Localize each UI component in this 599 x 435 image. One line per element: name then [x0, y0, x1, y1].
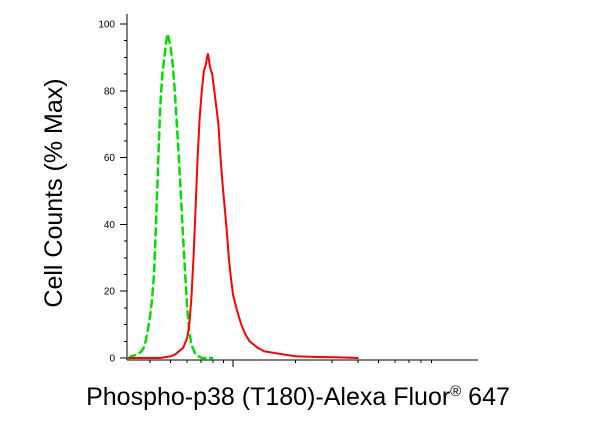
- y-axis-title: Cell Counts (% Max): [40, 78, 68, 307]
- y-tick-label: 40: [104, 220, 116, 231]
- red-histogram: [128, 53, 359, 359]
- y-tick-label: 0: [109, 354, 115, 365]
- x-axis-title-superscript: ®: [450, 383, 461, 400]
- x-axis-title-suffix: 647: [461, 383, 510, 411]
- y-tick-label: 100: [98, 20, 115, 31]
- y-tick-label: 20: [104, 287, 116, 298]
- axes: 0 20 40 60 80 100: [98, 14, 478, 367]
- series-layer: [127, 32, 359, 360]
- x-axis-title: Phospho-p38 (T180)-Alexa Fluor® 647: [86, 383, 510, 411]
- y-tick-label: 80: [104, 86, 116, 97]
- y-tick-label: 60: [104, 153, 116, 164]
- x-axis-title-text: Phospho-p38 (T180)-Alexa Fluor: [86, 383, 450, 411]
- green-dashed-histogram: [127, 32, 214, 360]
- labels: Cell Counts (% Max) Phospho-p38 (T180)-A…: [40, 78, 510, 411]
